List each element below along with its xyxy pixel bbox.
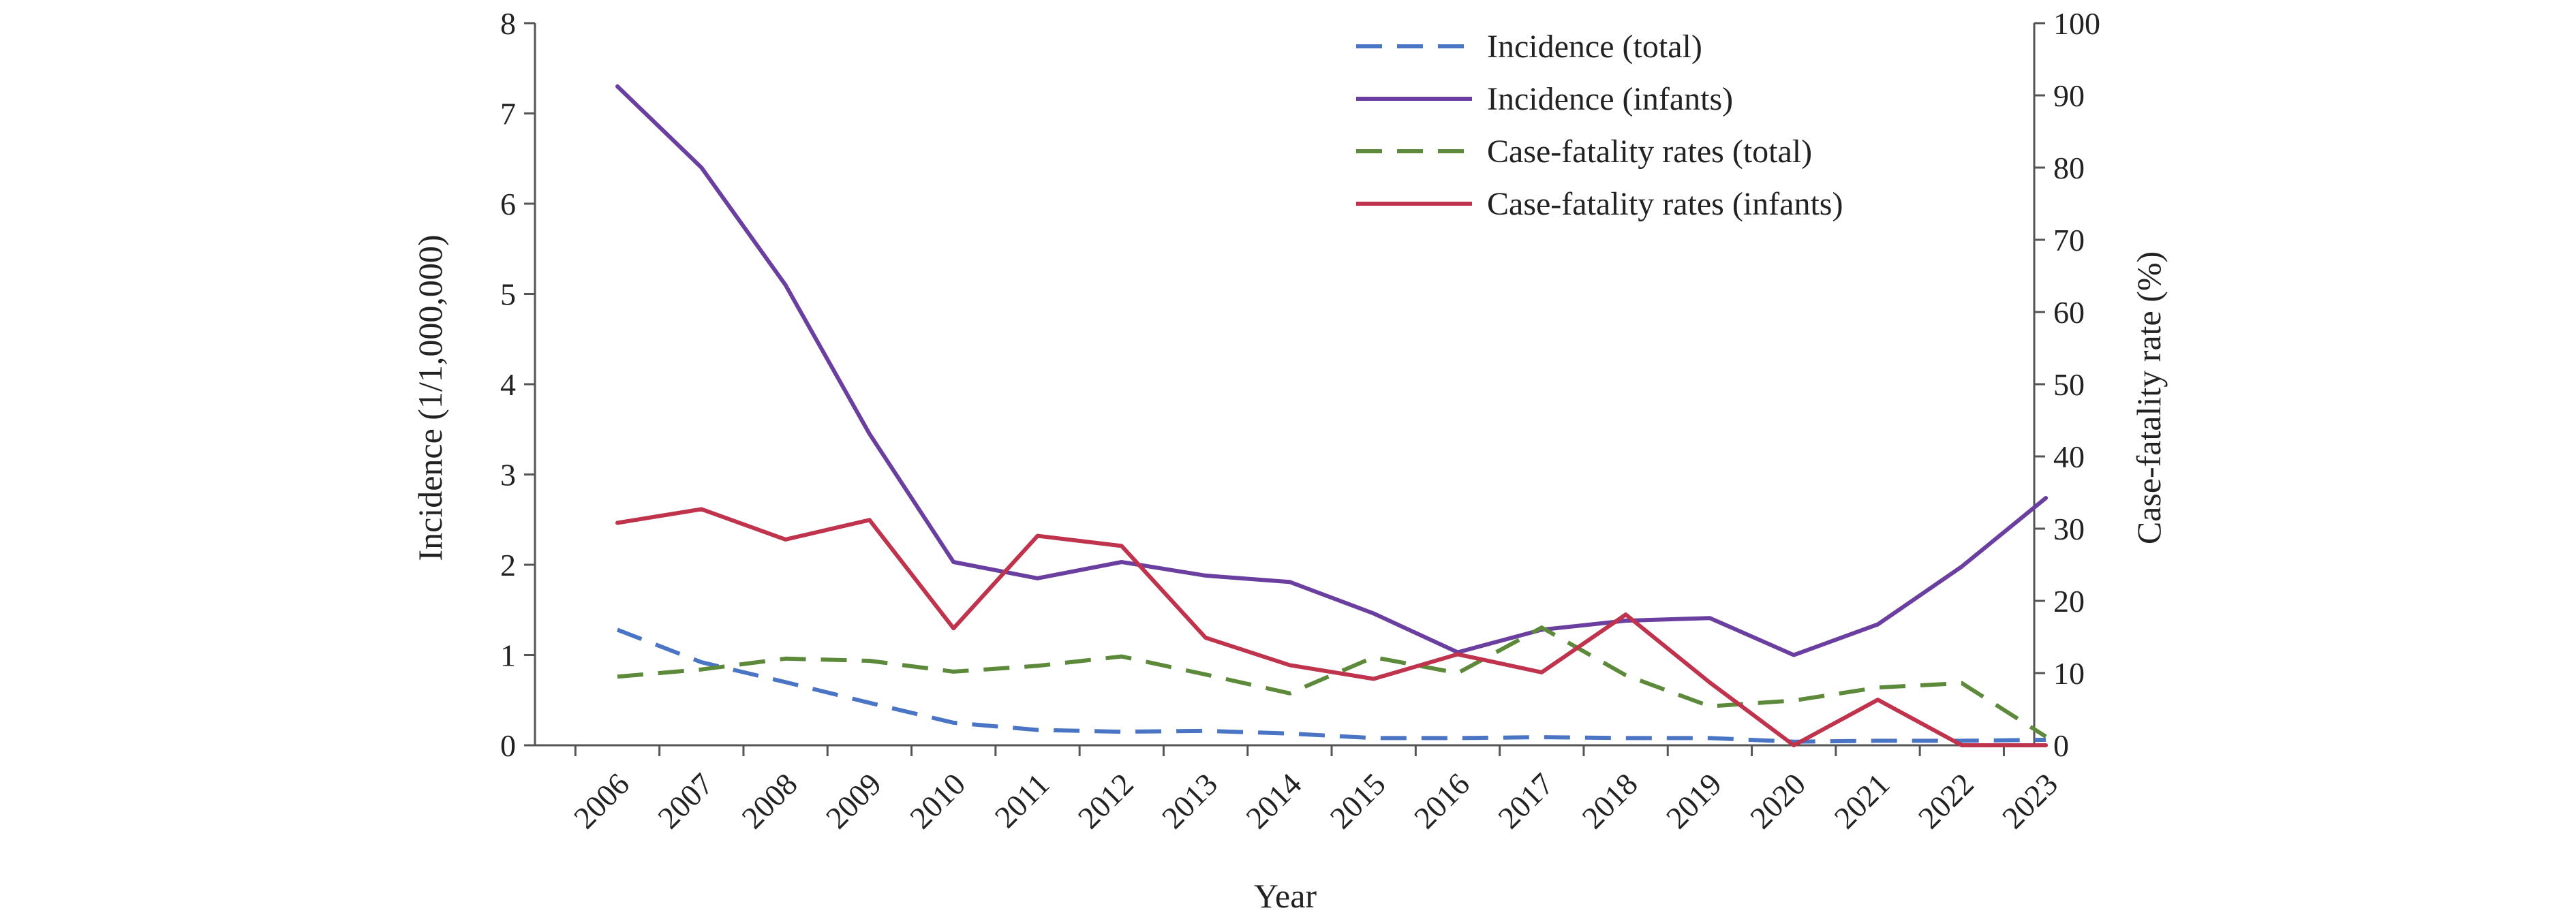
y-right-tick-label: 100: [2053, 6, 2100, 41]
y-right-tick-label: 90: [2053, 78, 2085, 113]
legend-label-incidence-infants: Incidence (infants): [1487, 81, 1733, 117]
legend: Incidence (total) Incidence (infants) Case…: [1356, 29, 1843, 222]
x-axis-title: Year: [1254, 877, 1317, 915]
y-left-tick-label: 7: [500, 97, 516, 131]
legend-label-incidence-total: Incidence (total): [1487, 29, 1702, 65]
series-line-incidence-total: [616, 627, 2046, 744]
x-tick-label: 2011: [988, 766, 1056, 835]
legend-label-case-fatality-rates-infants: Case-fatality rates (infants): [1487, 186, 1843, 222]
y-right-tick-label: 50: [2053, 367, 2085, 402]
x-tick-label: 2014: [1239, 766, 1308, 835]
y-right-tick-label: 10: [2053, 656, 2085, 691]
x-tick-label: 2021: [1827, 766, 1896, 835]
x-tick-label: 2016: [1407, 766, 1476, 835]
x-tick-label: 2012: [1071, 766, 1140, 835]
x-tick-label: 2009: [819, 766, 888, 835]
series-line-incidence-infants: [615, 84, 2049, 657]
series-line-case-fatality-rates-total: [617, 625, 2047, 738]
y-left-tick-label: 3: [500, 458, 516, 493]
x-tick-label: 2010: [903, 766, 972, 835]
y-left-tick-label: 5: [500, 277, 516, 312]
y-left-tick-label: 6: [500, 187, 516, 221]
x-tick-label: 2013: [1155, 766, 1224, 835]
series-line-case-fatality-rates-infants: [615, 507, 2049, 747]
y-axis-left-title: Incidence (1/1,000,000): [411, 234, 449, 561]
series-layer: [615, 84, 2049, 747]
x-tick-label: 2020: [1743, 766, 1812, 835]
x-tick-label: 2017: [1491, 766, 1560, 835]
y-axis-right-title: Case-fatality rate (%): [2130, 251, 2168, 544]
y-left-tick-label: 1: [500, 638, 516, 673]
x-tick-label: 2015: [1323, 766, 1392, 835]
x-tick-label: 2019: [1659, 766, 1728, 835]
y-right-tick-label: 70: [2053, 223, 2085, 258]
x-tick-label: 2007: [651, 766, 720, 835]
y-left-tick-label: 8: [500, 6, 516, 41]
x-tick-label: 2023: [1995, 766, 2064, 835]
y-right-tick-label: 30: [2053, 512, 2085, 546]
y-left-tick-label: 2: [500, 548, 516, 582]
x-tick-label: 2008: [735, 766, 804, 835]
x-tick-label: 2006: [567, 766, 636, 835]
x-tick-label: 2022: [1912, 766, 1980, 835]
y-right-tick-label: 20: [2053, 584, 2085, 619]
y-right-tick-label: 80: [2053, 151, 2085, 185]
y-left-tick-label: 4: [500, 367, 516, 402]
y-right-tick-label: 60: [2053, 295, 2085, 330]
x-tick-label: 2018: [1576, 766, 1644, 835]
legend-label-case-fatality-rates-total: Case-fatality rates (total): [1487, 134, 1812, 170]
y-right-tick-label: 0: [2053, 728, 2069, 763]
y-right-tick-label: 40: [2053, 439, 2085, 474]
y-left-tick-label: 0: [500, 728, 516, 763]
